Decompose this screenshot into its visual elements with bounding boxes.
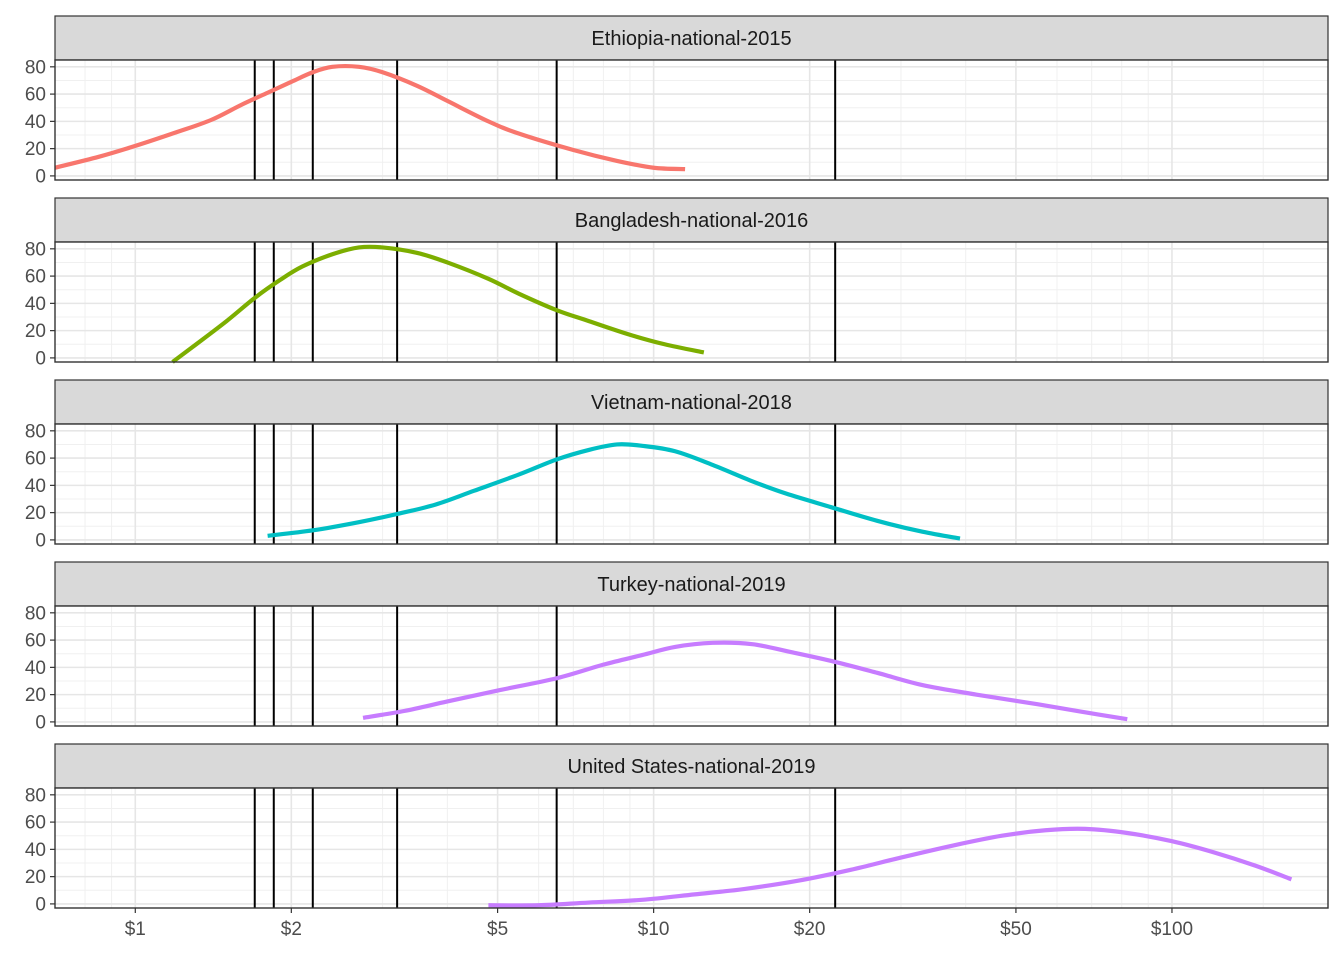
y-tick-label: 40 [25, 840, 46, 861]
x-tick-label: $1 [125, 919, 146, 940]
y-tick-label: 20 [25, 503, 46, 524]
y-tick-label: 0 [35, 894, 46, 915]
strip-background [54, 15, 1329, 61]
panel-border [54, 787, 1329, 909]
strip-background [54, 379, 1329, 425]
strip-label: United States-national-2019 [568, 756, 816, 778]
x-tick-label: $10 [638, 919, 670, 940]
series-line [488, 826, 1293, 908]
x-tick-label: $2 [281, 919, 302, 940]
panel: Ethiopia-national-2015 0 20 40 60 80 [25, 15, 1329, 187]
y-tick-label: 0 [35, 712, 46, 733]
y-tick-label: 60 [25, 449, 46, 470]
panel: Turkey-national-2019 0 20 40 60 80 [25, 561, 1329, 733]
strip-label: Ethiopia-national-2015 [591, 28, 791, 50]
series-line [171, 244, 705, 364]
y-tick-label: 0 [35, 348, 46, 369]
y-tick-label: 60 [25, 85, 46, 106]
y-tick-label: 20 [25, 321, 46, 342]
y-tick-label: 40 [25, 658, 46, 679]
panel-border [54, 605, 1329, 727]
strip-label: Vietnam-national-2018 [591, 392, 792, 414]
x-tick-label: $100 [1151, 919, 1193, 940]
x-tick-label: $5 [487, 919, 508, 940]
strip-background [54, 197, 1329, 243]
series-line [362, 640, 1128, 722]
panel-border [54, 241, 1329, 363]
series-line [267, 442, 961, 541]
y-tick-label: 40 [25, 294, 46, 315]
y-tick-label: 80 [25, 57, 46, 78]
y-tick-label: 40 [25, 112, 46, 133]
y-tick-label: 60 [25, 631, 46, 652]
x-tick-label: $50 [1000, 919, 1032, 940]
y-tick-label: 80 [25, 785, 46, 806]
panel-border [54, 59, 1329, 181]
y-tick-label: 20 [25, 139, 46, 160]
y-tick-label: 0 [35, 166, 46, 187]
series-line [54, 64, 686, 172]
panel: Bangladesh-national-2016 0 20 40 60 80 [25, 197, 1329, 369]
y-tick-label: 80 [25, 421, 46, 442]
strip-label: Bangladesh-national-2016 [575, 210, 809, 232]
panel: Vietnam-national-2018 0 20 40 60 80 [25, 379, 1329, 551]
y-tick-label: 20 [25, 685, 46, 706]
y-tick-label: 40 [25, 476, 46, 497]
y-tick-label: 80 [25, 603, 46, 624]
strip-background [54, 561, 1329, 607]
x-tick-label: $20 [794, 919, 826, 940]
y-tick-label: 60 [25, 813, 46, 834]
y-tick-label: 80 [25, 239, 46, 260]
y-tick-label: 0 [35, 530, 46, 551]
panel-border [54, 423, 1329, 545]
strip-background [54, 743, 1329, 789]
y-tick-label: 20 [25, 867, 46, 888]
panel: United States-national-2019 0 20 40 60 80 $1 $2… [25, 743, 1329, 940]
y-tick-label: 60 [25, 267, 46, 288]
strip-label: Turkey-national-2019 [597, 574, 785, 596]
